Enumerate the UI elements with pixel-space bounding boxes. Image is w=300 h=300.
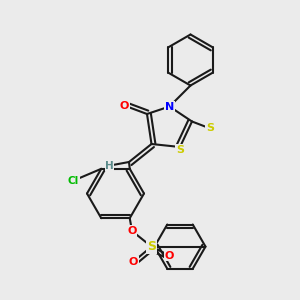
Text: Cl: Cl [68,176,79,186]
Text: S: S [176,145,184,155]
Text: O: O [127,226,137,236]
Text: O: O [120,100,129,111]
Text: H: H [105,160,114,171]
Text: O: O [165,250,174,261]
Text: O: O [129,256,138,267]
Text: S: S [206,123,214,134]
Text: N: N [165,101,174,112]
Text: S: S [147,240,156,253]
